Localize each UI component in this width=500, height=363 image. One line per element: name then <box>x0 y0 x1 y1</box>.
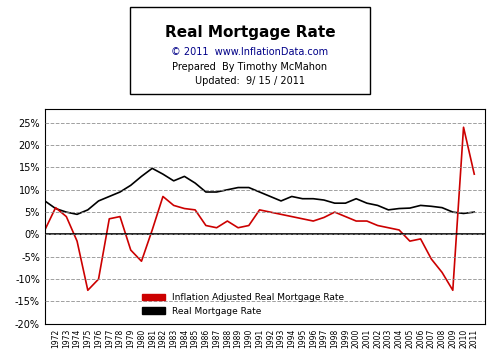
Real Mortgage Rate <box>439 205 445 210</box>
Inflation Adjusted Real Mortgage Rate <box>106 217 112 221</box>
Text: © 2011  www.InflationData.com: © 2011 www.InflationData.com <box>172 47 328 57</box>
Real Mortgage Rate <box>128 183 134 187</box>
Real Mortgage Rate <box>428 204 434 208</box>
Real Mortgage Rate <box>386 208 392 212</box>
Inflation Adjusted Real Mortgage Rate <box>300 217 306 221</box>
Real Mortgage Rate <box>418 203 424 208</box>
Real Mortgage Rate <box>246 185 252 190</box>
Real Mortgage Rate <box>203 190 209 194</box>
Real Mortgage Rate <box>149 166 155 171</box>
Legend: Inflation Adjusted Real Mortgage Rate, Real Mortgage Rate: Inflation Adjusted Real Mortgage Rate, R… <box>138 290 348 319</box>
Inflation Adjusted Real Mortgage Rate <box>396 228 402 232</box>
Line: Inflation Adjusted Real Mortgage Rate: Inflation Adjusted Real Mortgage Rate <box>45 127 474 290</box>
Real Mortgage Rate <box>74 212 80 216</box>
Inflation Adjusted Real Mortgage Rate <box>374 223 380 228</box>
Inflation Adjusted Real Mortgage Rate <box>342 215 348 219</box>
Inflation Adjusted Real Mortgage Rate <box>289 215 295 219</box>
Real Mortgage Rate <box>52 206 59 211</box>
Inflation Adjusted Real Mortgage Rate <box>235 225 241 230</box>
Real Mortgage Rate <box>332 201 338 205</box>
Real Mortgage Rate <box>96 199 102 203</box>
Inflation Adjusted Real Mortgage Rate <box>439 270 445 274</box>
Inflation Adjusted Real Mortgage Rate <box>450 288 456 293</box>
Real Mortgage Rate <box>396 206 402 211</box>
Real Mortgage Rate <box>472 210 478 214</box>
Text: Real Mortgage Rate: Real Mortgage Rate <box>164 25 336 40</box>
Inflation Adjusted Real Mortgage Rate <box>85 288 91 293</box>
Inflation Adjusted Real Mortgage Rate <box>149 228 155 232</box>
Real Mortgage Rate <box>321 198 327 202</box>
Real Mortgage Rate <box>170 179 176 183</box>
Inflation Adjusted Real Mortgage Rate <box>117 215 123 219</box>
Real Mortgage Rate <box>460 211 466 216</box>
Inflation Adjusted Real Mortgage Rate <box>42 228 48 232</box>
Inflation Adjusted Real Mortgage Rate <box>74 239 80 243</box>
Inflation Adjusted Real Mortgage Rate <box>52 205 59 210</box>
Real Mortgage Rate <box>374 203 380 208</box>
Inflation Adjusted Real Mortgage Rate <box>268 210 274 214</box>
Inflation Adjusted Real Mortgage Rate <box>364 219 370 223</box>
Inflation Adjusted Real Mortgage Rate <box>214 225 220 230</box>
Inflation Adjusted Real Mortgage Rate <box>386 225 392 230</box>
Text: Prepared  By Timothy McMahon: Prepared By Timothy McMahon <box>172 62 328 72</box>
Real Mortgage Rate <box>224 188 230 192</box>
Real Mortgage Rate <box>138 174 144 179</box>
Real Mortgage Rate <box>256 190 262 194</box>
Real Mortgage Rate <box>268 194 274 199</box>
Real Mortgage Rate <box>182 174 188 179</box>
Real Mortgage Rate <box>106 194 112 199</box>
Inflation Adjusted Real Mortgage Rate <box>224 219 230 223</box>
Text: Real Mortgage Rate: Real Mortgage Rate <box>164 25 336 40</box>
Text: Prepared  By Timothy McMahon: Prepared By Timothy McMahon <box>172 62 328 72</box>
Real Mortgage Rate <box>192 181 198 185</box>
Text: Updated:  9/ 15 / 2011: Updated: 9/ 15 / 2011 <box>195 76 305 86</box>
Real Mortgage Rate <box>42 199 48 203</box>
Inflation Adjusted Real Mortgage Rate <box>96 277 102 281</box>
Inflation Adjusted Real Mortgage Rate <box>128 248 134 252</box>
Inflation Adjusted Real Mortgage Rate <box>310 219 316 223</box>
Inflation Adjusted Real Mortgage Rate <box>138 259 144 264</box>
Real Mortgage Rate <box>300 196 306 201</box>
Inflation Adjusted Real Mortgage Rate <box>182 206 188 211</box>
Inflation Adjusted Real Mortgage Rate <box>192 208 198 212</box>
Inflation Adjusted Real Mortgage Rate <box>460 125 466 130</box>
Line: Real Mortgage Rate: Real Mortgage Rate <box>45 168 474 214</box>
Inflation Adjusted Real Mortgage Rate <box>428 257 434 261</box>
Real Mortgage Rate <box>310 196 316 201</box>
Inflation Adjusted Real Mortgage Rate <box>407 239 413 243</box>
Text: © 2011  www.InflationData.com: © 2011 www.InflationData.com <box>172 47 328 57</box>
Inflation Adjusted Real Mortgage Rate <box>246 223 252 228</box>
Real Mortgage Rate <box>278 199 284 203</box>
Inflation Adjusted Real Mortgage Rate <box>418 237 424 241</box>
Inflation Adjusted Real Mortgage Rate <box>256 208 262 212</box>
Real Mortgage Rate <box>342 201 348 205</box>
Real Mortgage Rate <box>364 201 370 205</box>
Text: Updated:  9/ 15 / 2011: Updated: 9/ 15 / 2011 <box>195 76 305 86</box>
Inflation Adjusted Real Mortgage Rate <box>321 215 327 220</box>
Inflation Adjusted Real Mortgage Rate <box>472 172 478 176</box>
Real Mortgage Rate <box>214 190 220 194</box>
Real Mortgage Rate <box>160 172 166 176</box>
Real Mortgage Rate <box>289 194 295 199</box>
Real Mortgage Rate <box>235 185 241 190</box>
Real Mortgage Rate <box>85 208 91 212</box>
Inflation Adjusted Real Mortgage Rate <box>64 215 70 219</box>
Inflation Adjusted Real Mortgage Rate <box>160 194 166 199</box>
Real Mortgage Rate <box>117 190 123 194</box>
Inflation Adjusted Real Mortgage Rate <box>170 203 176 208</box>
Real Mortgage Rate <box>450 210 456 214</box>
Inflation Adjusted Real Mortgage Rate <box>353 219 359 223</box>
Real Mortgage Rate <box>353 196 359 201</box>
Real Mortgage Rate <box>407 206 413 210</box>
Inflation Adjusted Real Mortgage Rate <box>332 210 338 214</box>
Real Mortgage Rate <box>64 210 70 214</box>
Inflation Adjusted Real Mortgage Rate <box>203 223 209 228</box>
Inflation Adjusted Real Mortgage Rate <box>278 212 284 216</box>
